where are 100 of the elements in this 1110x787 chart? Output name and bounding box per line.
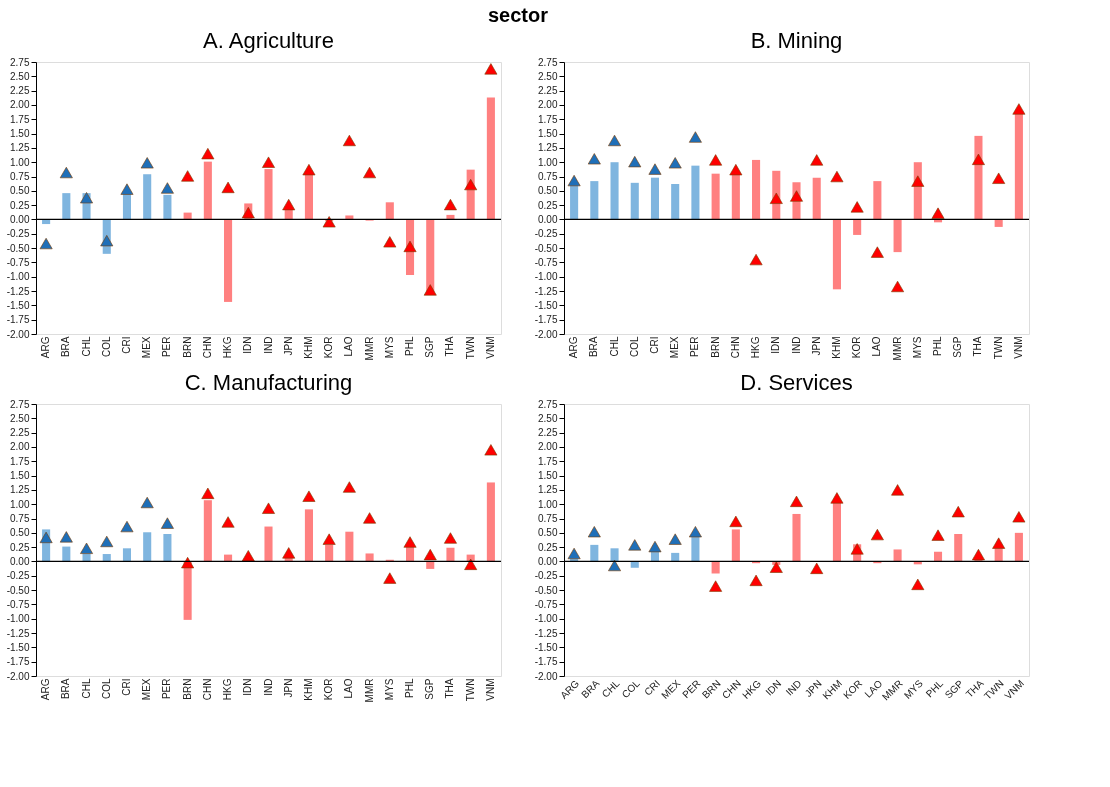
x-tick-label: HKG <box>222 336 234 359</box>
y-tick-label: -1.50 <box>534 641 558 653</box>
y-tick-label: 2.50 <box>10 70 30 82</box>
x-tick-label: CHL <box>80 678 92 699</box>
y-tick-label: -0.50 <box>6 242 30 254</box>
x-tick-label: IND <box>783 677 804 698</box>
y-tick-label: -1.50 <box>6 299 30 311</box>
x-tick-label: CHL <box>599 677 622 700</box>
x-tick-label: TWN <box>992 336 1004 360</box>
x-tick-label: BRA <box>579 677 602 701</box>
y-tick-label: 0.50 <box>10 185 30 197</box>
x-tick-label: KOR <box>323 336 335 359</box>
x-tick-label: MYS <box>911 336 923 359</box>
x-tick-label: LAO <box>343 678 355 699</box>
y-tick-label: -0.25 <box>534 570 558 582</box>
y-tick-label: 0.75 <box>538 513 558 525</box>
x-tick-label: CRI <box>120 678 132 696</box>
x-tick-label: MMR <box>891 336 903 361</box>
y-tick-label: 2.00 <box>10 441 30 453</box>
y-tick-label: -1.25 <box>534 285 558 297</box>
y-tick-label: 2.25 <box>538 427 558 439</box>
x-tick-label: CHN <box>729 336 741 359</box>
y-tick-label: 2.50 <box>10 412 30 424</box>
y-tick-label: -1.00 <box>534 271 558 283</box>
y-tick-label: 2.75 <box>538 398 558 410</box>
y-tick-label: -0.25 <box>6 570 30 582</box>
y-tick-label: 0.75 <box>10 513 30 525</box>
x-tick-label: BRN <box>181 678 193 700</box>
x-tick-label: VNM <box>1012 336 1024 359</box>
y-tick-label: 1.75 <box>10 455 30 467</box>
x-tick-label: BRA <box>60 336 72 358</box>
x-tick-label: BRA <box>60 678 72 700</box>
y-tick-label: 2.25 <box>538 85 558 97</box>
y-tick-label: -0.25 <box>6 228 30 240</box>
x-tick-label: IND <box>790 336 802 354</box>
y-tick-label: 0.25 <box>10 541 30 553</box>
x-tick-label: MEX <box>669 336 681 359</box>
y-tick-label: -0.50 <box>534 242 558 254</box>
chart-title: C. Manufacturing <box>184 370 353 395</box>
x-tick-label: ARG <box>40 336 52 359</box>
x-tick-label: BRA <box>588 336 600 358</box>
y-tick-label: 1.25 <box>538 484 558 496</box>
x-tick-label: IDN <box>770 336 782 354</box>
x-tick-label: KHM <box>830 336 842 359</box>
y-tick-label: -1.50 <box>534 299 558 311</box>
chart-title: B. Mining <box>750 28 843 53</box>
y-tick-label: -0.75 <box>6 598 30 610</box>
y-tick-label: 0.75 <box>10 171 30 183</box>
x-tick-label: CHN <box>201 678 213 701</box>
y-tick-label: -1.00 <box>6 271 30 283</box>
x-tick-label: IND <box>262 678 274 696</box>
y-tick-label: 0.50 <box>538 527 558 539</box>
y-tick-label: 1.50 <box>10 128 30 140</box>
y-tick-label: 0.00 <box>538 555 558 567</box>
x-tick-label: PER <box>161 678 173 700</box>
x-tick-label: MMR <box>363 678 375 703</box>
x-tick-label: MYS <box>383 678 395 701</box>
x-tick-label: COL <box>100 336 112 358</box>
y-tick-label: 0.00 <box>10 555 30 567</box>
x-tick-label: CRI <box>648 336 660 354</box>
x-tick-label: COL <box>619 677 643 701</box>
x-tick-label: SGP <box>424 336 436 358</box>
y-tick-label: 1.25 <box>538 142 558 154</box>
y-tick-label: 1.25 <box>10 142 30 154</box>
x-tick-label: JPN <box>282 678 294 698</box>
x-tick-label: THA <box>444 678 456 699</box>
x-tick-label: PHL <box>932 336 944 356</box>
x-tick-label: IDN <box>242 678 254 696</box>
x-tick-label: PER <box>161 336 173 358</box>
y-tick-label: 1.25 <box>10 484 30 496</box>
y-tick-label: 2.75 <box>10 398 30 410</box>
x-tick-label: ARG <box>40 678 52 701</box>
y-tick-label: -0.50 <box>534 584 558 596</box>
y-tick-label: 0.75 <box>538 171 558 183</box>
y-tick-label: 2.25 <box>10 427 30 439</box>
y-tick-label: 0.00 <box>538 213 558 225</box>
x-tick-label: SGP <box>952 336 964 358</box>
y-tick-label: 0.25 <box>538 541 558 553</box>
y-tick-label: 1.75 <box>538 455 558 467</box>
y-tick-label: -1.25 <box>534 627 558 639</box>
x-tick-label: CRI <box>120 336 132 354</box>
x-tick-label: IDN <box>242 336 254 354</box>
x-tick-label: COL <box>100 678 112 700</box>
y-tick-label: -1.75 <box>6 314 30 326</box>
x-tick-label: KHM <box>302 336 314 359</box>
y-tick-label: -1.00 <box>534 613 558 625</box>
x-tick-label: HKG <box>222 678 234 701</box>
x-tick-label: ARG <box>568 336 580 359</box>
y-tick-label: 1.75 <box>10 113 30 125</box>
x-tick-label: TWN <box>464 678 476 702</box>
y-tick-label: -2.00 <box>534 670 558 682</box>
y-tick-label: 0.50 <box>538 185 558 197</box>
y-tick-label: 0.50 <box>10 527 30 539</box>
text: sector <box>487 3 549 26</box>
y-tick-label: -1.25 <box>6 285 30 297</box>
y-tick-label: -1.50 <box>6 641 30 653</box>
x-tick-label: TWN <box>464 336 476 360</box>
y-tick-label: 1.00 <box>538 498 558 510</box>
y-tick-label: -0.50 <box>6 584 30 596</box>
y-tick-label: -0.75 <box>534 256 558 268</box>
